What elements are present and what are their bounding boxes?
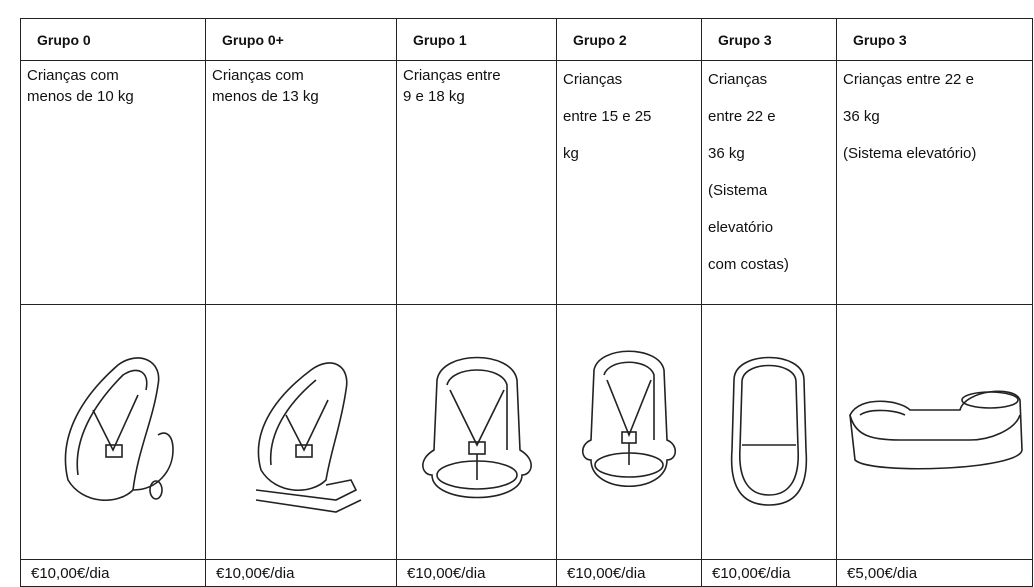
description-line: entre 22 e bbox=[708, 108, 776, 125]
seat-icon bbox=[255, 361, 362, 513]
price: €10,00€/dia bbox=[205, 559, 397, 587]
car-seat-table: Grupo 0 Grupo 0+ Grupo 1 Grupo 2 Grupo 3 Grup… bbox=[20, 18, 1033, 587]
description-line: kg bbox=[563, 145, 579, 162]
description-line: (Sistema elevatório) bbox=[843, 145, 977, 162]
group-header: Grupo 1 bbox=[396, 18, 557, 61]
image-cell bbox=[396, 304, 557, 560]
group-header: Grupo 0+ bbox=[205, 18, 397, 61]
group-header: Grupo 0 bbox=[20, 18, 206, 61]
image-cell bbox=[836, 304, 1033, 560]
description-line: menos de 10 kg bbox=[27, 88, 134, 105]
image-cell bbox=[556, 304, 702, 560]
price: €10,00€/dia bbox=[20, 559, 206, 587]
description-line: Crianças com bbox=[212, 67, 304, 84]
seat-icon bbox=[581, 350, 677, 487]
header-row: Grupo 0 Grupo 0+ Grupo 1 Grupo 2 Grupo 3 Grup… bbox=[20, 18, 1033, 61]
image-cell bbox=[20, 304, 206, 560]
description-cell: Crianças entre 22 e 36 kg (Sistema elevatóri… bbox=[701, 60, 837, 305]
description-row: Crianças com menos de 10 kg Crianças com me… bbox=[20, 60, 1033, 305]
description-line: com costas) bbox=[708, 256, 789, 273]
image-cell bbox=[701, 304, 837, 560]
description-line: Crianças entre 22 e bbox=[843, 71, 974, 88]
group-header: Grupo 3 bbox=[836, 18, 1033, 61]
description-line: elevatório bbox=[708, 219, 774, 236]
description-line: Crianças com bbox=[27, 67, 119, 84]
seat-icon bbox=[730, 356, 808, 506]
description-cell: Crianças com menos de 13 kg bbox=[205, 60, 397, 305]
seat-icon bbox=[421, 356, 532, 498]
description-line: menos de 13 kg bbox=[212, 88, 319, 105]
description-cell: Crianças entre 22 e 36 kg (Sistema elevató… bbox=[836, 60, 1033, 305]
group-header: Grupo 3 bbox=[701, 18, 837, 61]
price: €10,00€/dia bbox=[556, 559, 702, 587]
price: €10,00€/dia bbox=[701, 559, 837, 587]
price: €10,00€/dia bbox=[396, 559, 557, 587]
price-row: €10,00€/dia €10,00€/dia €10,00€/dia €10,00€… bbox=[20, 559, 1033, 587]
seat-icon bbox=[64, 356, 174, 501]
description-line: entre 15 e 25 bbox=[563, 108, 652, 125]
seat-icon bbox=[848, 389, 1023, 469]
description-line: 36 kg bbox=[708, 145, 745, 162]
image-cell bbox=[205, 304, 397, 560]
image-row bbox=[20, 304, 1033, 560]
description-line: Crianças entre bbox=[403, 67, 501, 84]
description-line: (Sistema bbox=[708, 182, 768, 199]
description-line: Crianças bbox=[708, 71, 768, 88]
description-line: Crianças bbox=[563, 71, 623, 88]
description-cell: Crianças com menos de 10 kg bbox=[20, 60, 206, 305]
description-line: 36 kg bbox=[843, 108, 880, 125]
description-cell: Crianças entre 15 e 25 kg bbox=[556, 60, 702, 305]
description-line: 9 e 18 kg bbox=[403, 88, 465, 105]
price: €5,00€/dia bbox=[836, 559, 1033, 587]
group-header: Grupo 2 bbox=[556, 18, 702, 61]
description-cell: Crianças entre 9 e 18 kg bbox=[396, 60, 557, 305]
